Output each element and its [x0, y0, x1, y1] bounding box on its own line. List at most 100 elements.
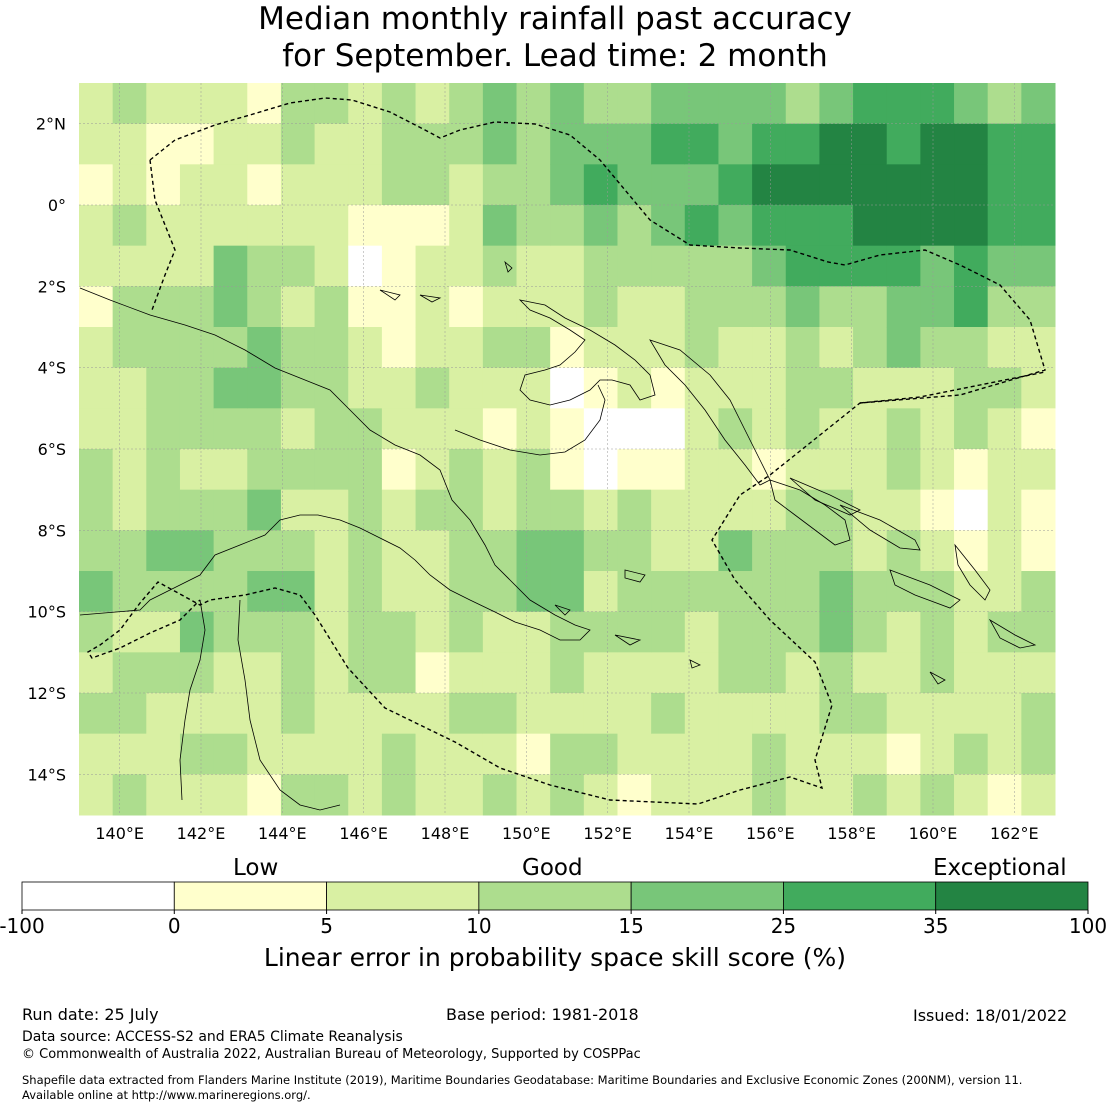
skill-cell — [79, 693, 114, 735]
skill-cell — [112, 571, 147, 613]
skill-cell — [1021, 489, 1056, 531]
colorbar-tick-label: 10 — [466, 914, 491, 938]
skill-cell — [79, 652, 114, 694]
skill-cell — [651, 693, 686, 735]
skill-cell — [684, 693, 719, 735]
skill-cell — [213, 367, 248, 409]
skill-cell — [1021, 611, 1056, 653]
skill-cell — [280, 205, 316, 247]
skill-cell — [550, 205, 585, 247]
skill-cell — [213, 611, 248, 653]
skill-cell — [651, 408, 686, 450]
skill-cell — [247, 449, 282, 491]
skill-cell — [583, 408, 618, 450]
skill-cell — [146, 611, 181, 653]
skill-cell — [752, 611, 787, 653]
skill-cell — [954, 571, 989, 613]
skill-cell — [987, 571, 1022, 613]
skill-cell — [718, 327, 753, 369]
skill-cell — [1021, 245, 1056, 287]
skill-cell — [920, 611, 955, 653]
skill-cell — [886, 205, 921, 247]
skill-cell — [280, 611, 316, 653]
skill-cell — [920, 327, 955, 369]
skill-cell — [449, 367, 484, 409]
skill-cell — [583, 652, 618, 694]
skill-cell — [179, 286, 215, 328]
skill-cell — [651, 164, 686, 206]
skill-cell — [583, 205, 618, 247]
skill-cell — [146, 83, 181, 125]
skill-cell — [516, 164, 551, 206]
skill-cell — [179, 205, 215, 247]
skill-cell — [651, 611, 686, 653]
skill-cell — [516, 774, 551, 816]
skill-cell — [381, 205, 417, 247]
skill-cell — [853, 774, 888, 816]
skill-cell — [617, 327, 652, 369]
malaita-coast — [954, 543, 991, 601]
y-tick-label: 0° — [48, 196, 66, 215]
skill-cell — [987, 530, 1022, 572]
skill-cell — [684, 408, 719, 450]
skill-cell — [179, 489, 215, 531]
skill-cell — [213, 164, 248, 206]
skill-cell — [684, 489, 719, 531]
skill-cell — [112, 286, 147, 328]
skill-cell — [516, 733, 551, 775]
skill-cell — [247, 571, 282, 613]
choiseul-coast — [789, 477, 861, 516]
skill-cell — [819, 489, 854, 531]
skill-cell — [280, 652, 316, 694]
skill-cell — [280, 733, 316, 775]
skill-cell — [583, 449, 618, 491]
skill-cell — [348, 164, 383, 206]
skill-cell — [651, 327, 686, 369]
skill-cell — [1021, 571, 1056, 613]
skill-cell — [348, 205, 383, 247]
skill-cell — [583, 489, 618, 531]
skill-cell — [280, 367, 316, 409]
skill-cell — [886, 408, 921, 450]
skill-cell — [348, 286, 383, 328]
skill-cell — [819, 408, 854, 450]
skill-cell — [516, 245, 551, 287]
skill-cell — [179, 774, 215, 816]
shapefile-url: Available online at http://www.marinereg… — [22, 1088, 311, 1102]
skill-cell — [617, 530, 652, 572]
skill-cell — [651, 83, 686, 125]
skill-cell — [449, 286, 484, 328]
skill-cell — [213, 286, 248, 328]
skill-cell — [381, 652, 417, 694]
skill-cell — [920, 83, 955, 125]
skill-cell — [819, 571, 854, 613]
skill-cell — [179, 83, 215, 125]
skill-cell — [146, 408, 181, 450]
skill-cell — [853, 123, 888, 165]
skill-cell — [684, 123, 719, 165]
skill-cell — [516, 408, 551, 450]
skill-cell — [550, 774, 585, 816]
skill-cell — [449, 205, 484, 247]
skill-cell — [179, 530, 215, 572]
skill-cell — [1021, 652, 1056, 694]
skill-cell — [79, 733, 114, 775]
skill-cell — [752, 367, 787, 409]
y-tick-label: 6°S — [38, 440, 66, 459]
skill-cell — [651, 652, 686, 694]
skill-cell — [482, 83, 518, 125]
run-date: Run date: 25 July — [22, 1005, 159, 1024]
skill-cell — [1021, 164, 1056, 206]
skill-cell — [617, 733, 652, 775]
skill-cell — [853, 733, 888, 775]
x-tick-label: 154°E — [665, 824, 714, 843]
skill-cell — [79, 164, 114, 206]
skill-cell — [583, 286, 618, 328]
skill-cell — [785, 123, 820, 165]
skill-cell — [381, 286, 417, 328]
skill-cell — [314, 530, 349, 572]
skill-cell — [920, 205, 955, 247]
skill-cell — [146, 693, 181, 735]
skill-cell — [146, 774, 181, 816]
skill-cell — [314, 733, 349, 775]
